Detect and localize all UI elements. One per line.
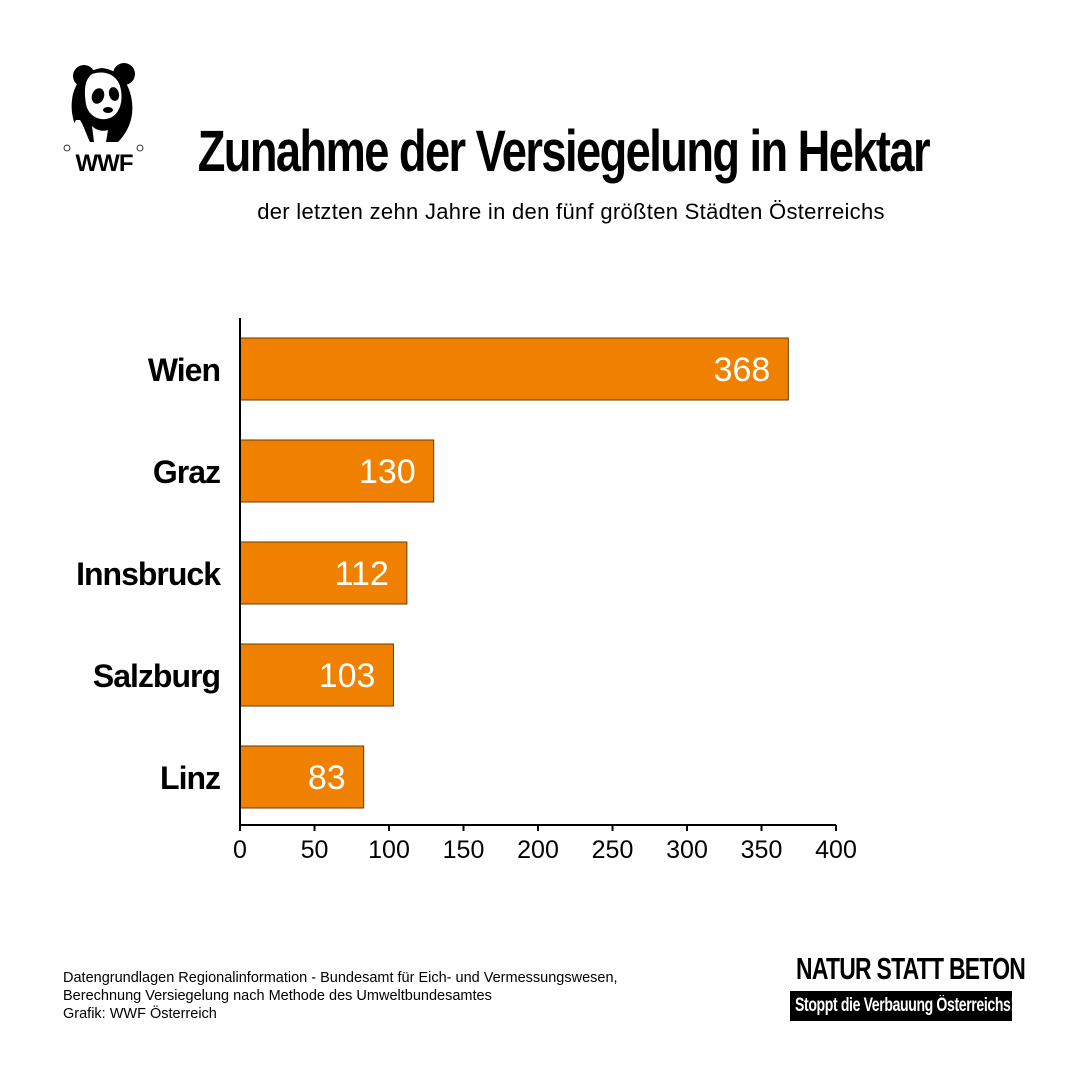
bar [239,643,394,707]
category-label: Innsbruck [76,556,221,592]
category-label: Graz [153,454,220,490]
source-footnote: Datengrundlagen Regionalinformation - Bu… [63,969,618,1023]
bar [239,337,789,401]
footnote-line: Grafik: WWF Österreich [63,1006,217,1022]
bar [239,745,365,809]
x-tick-label: 300 [666,836,708,864]
slogan-sub: Stoppt die Verbauung Österreichs! [795,995,1012,1016]
x-tick-label: 400 [815,836,857,864]
data-label: 83 [308,759,346,797]
bar-chart: Wien 368 Graz 130 Innsbruck 112 Salzburg 103 Lin… [0,300,1080,880]
bar [239,541,408,605]
data-label: 130 [359,453,416,491]
bar [239,439,435,503]
x-tick-label: 100 [368,836,410,864]
slogan-box: Stoppt die Verbauung Österreichs! [790,991,1012,1021]
page-subtitle: der letzten zehn Jahre in den fünf größt… [257,199,885,224]
x-tick-label: 150 [443,836,485,864]
x-tick-label: 250 [592,836,634,864]
x-tick-label: 350 [741,836,783,864]
wwf-logo-text: WWF [76,150,133,176]
slogan-main: NATUR STATT BETON [796,951,1026,986]
category-label: Wien [148,352,220,388]
category-label: Linz [160,760,220,796]
data-label: 103 [319,657,376,695]
wwf-logo: WWF [62,60,146,177]
x-tick-label: 0 [233,836,247,864]
x-tick-label: 50 [301,836,329,864]
footnote-line: Berechnung Versiegelung nach Methode des… [63,988,492,1004]
footnote-line: Datengrundlagen Regionalinformation - Bu… [63,970,618,986]
campaign-slogan: NATUR STATT BETON Stoppt die Verbauung Ö… [790,951,1026,1021]
x-tick-label: 200 [517,836,559,864]
data-label: 112 [335,555,389,593]
page-title: Zunahme der Versiegelung in Hektar [197,119,931,184]
bar-chart-svg: Wien 368 Graz 130 Innsbruck 112 Salzburg 103 Lin… [76,318,857,864]
category-label: Salzburg [93,658,220,694]
panda-icon: WWF [63,63,144,177]
data-label: 368 [714,351,771,389]
